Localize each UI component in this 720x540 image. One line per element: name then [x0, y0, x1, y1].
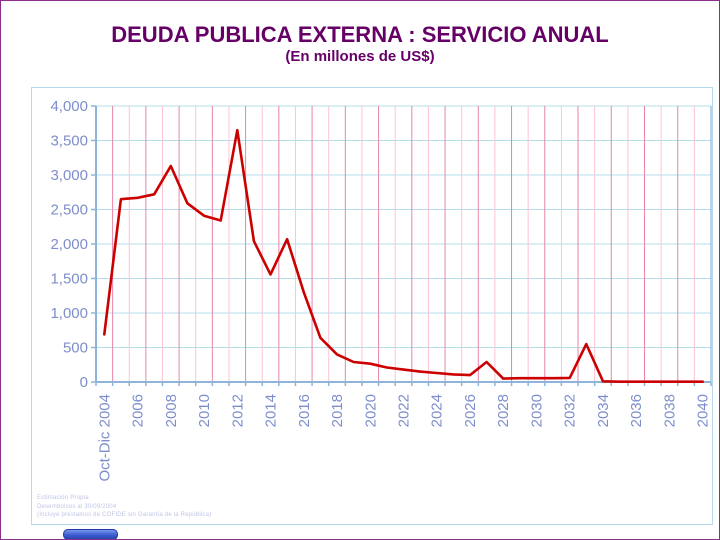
svg-text:2030: 2030: [528, 394, 545, 427]
chart-footnotes: Estimación Propia Desembolsos al 30/09/2…: [37, 494, 211, 520]
svg-text:2026: 2026: [462, 394, 479, 427]
svg-text:3,500: 3,500: [50, 133, 88, 150]
svg-text:4,000: 4,000: [50, 98, 88, 115]
svg-text:2018: 2018: [329, 394, 346, 427]
svg-text:2040: 2040: [695, 394, 712, 427]
svg-text:1,500: 1,500: [50, 271, 88, 288]
footnote-line-3: (Incluye préstamos de COFIDE sin Garantí…: [37, 512, 212, 518]
svg-text:0: 0: [80, 374, 88, 391]
svg-text:2016: 2016: [296, 394, 313, 427]
svg-text:2022: 2022: [396, 394, 413, 427]
chart-title: DEUDA PUBLICA EXTERNA : SERVICIO ANUAL: [111, 22, 609, 47]
footnote-line-2: Desembolsos al 30/09/2004: [37, 503, 117, 510]
svg-text:2012: 2012: [229, 394, 246, 427]
svg-text:2,000: 2,000: [50, 236, 88, 253]
svg-text:2032: 2032: [562, 394, 579, 427]
svg-text:2006: 2006: [130, 394, 147, 427]
svg-text:2020: 2020: [362, 394, 379, 427]
svg-text:2008: 2008: [163, 394, 180, 427]
svg-text:Oct-Dic 2004: Oct-Dic 2004: [96, 394, 113, 482]
chart-subtitle: (En millones de US$): [285, 48, 435, 65]
bottom-blue-bar[interactable]: [63, 529, 118, 539]
svg-text:2010: 2010: [196, 394, 213, 427]
svg-text:2038: 2038: [661, 394, 678, 427]
svg-text:2036: 2036: [628, 394, 645, 427]
svg-text:2024: 2024: [429, 394, 446, 427]
svg-text:1,000: 1,000: [50, 305, 88, 322]
svg-text:2028: 2028: [495, 394, 512, 427]
svg-text:2,500: 2,500: [50, 202, 88, 219]
chart-area-frame: [31, 87, 713, 525]
svg-text:500: 500: [63, 340, 88, 357]
svg-text:2034: 2034: [595, 394, 612, 427]
svg-text:2014: 2014: [263, 394, 280, 427]
svg-text:3,000: 3,000: [50, 167, 88, 184]
footnote-line-1: Estimación Propia: [37, 495, 89, 501]
